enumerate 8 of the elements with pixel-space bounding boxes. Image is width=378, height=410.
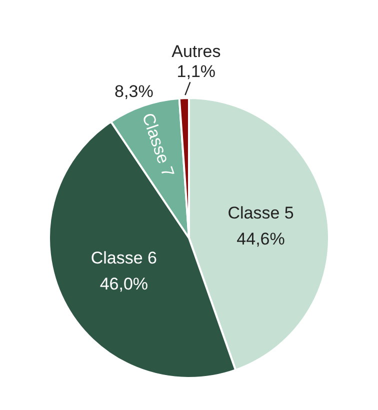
slice-label: Classe 7 bbox=[138, 110, 178, 180]
data-label: 8,3% bbox=[114, 82, 154, 101]
data-label: 44,6% bbox=[236, 229, 285, 248]
data-label: 46,0% bbox=[100, 274, 148, 294]
slice-label: Classe 5 bbox=[228, 203, 294, 222]
data-label: 1,1% bbox=[176, 62, 216, 81]
slice-label: Classe 6 bbox=[90, 248, 157, 268]
slice-label: Autres bbox=[172, 42, 221, 61]
